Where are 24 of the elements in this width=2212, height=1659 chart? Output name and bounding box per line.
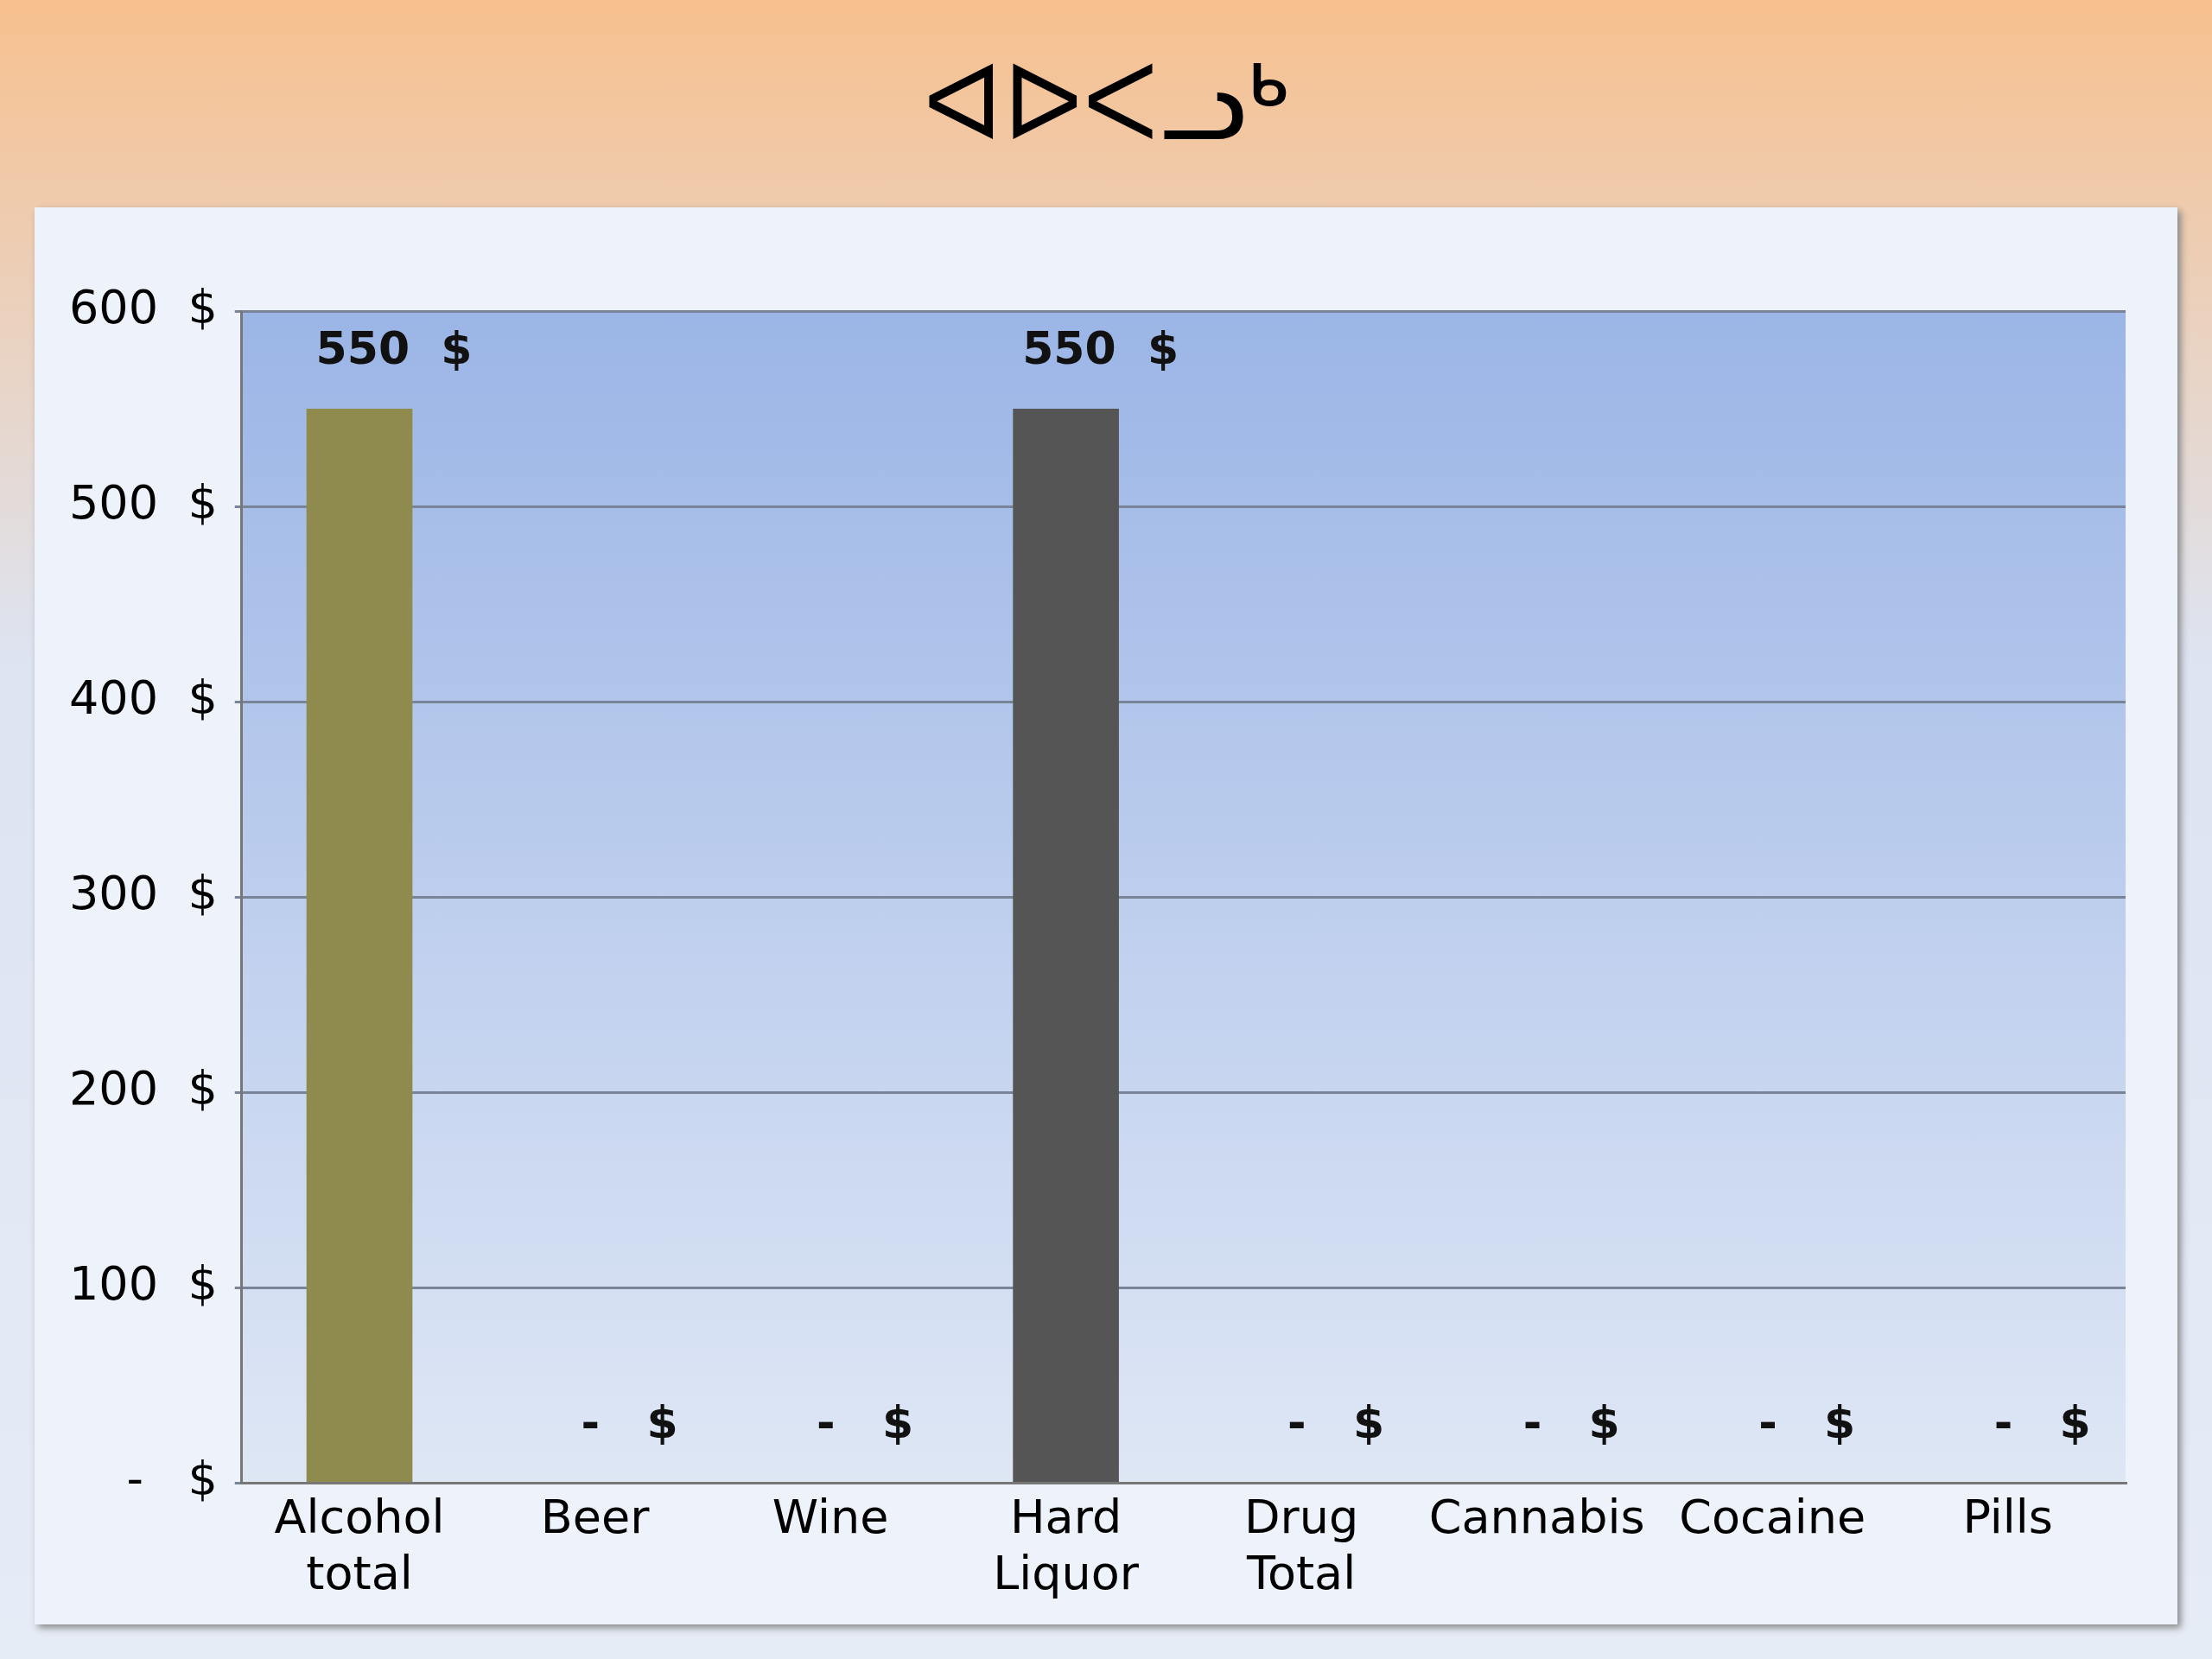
data-label: - $ xyxy=(581,1395,678,1448)
x-tick-label: Wine xyxy=(772,1489,889,1544)
chart-title: ᐊᐅᐸᓗᒃ xyxy=(922,43,1290,163)
x-tick-label: Cannabis xyxy=(1428,1489,1645,1544)
x-tick-label: Cocaine xyxy=(1679,1489,1866,1544)
x-tick-label: Beer xyxy=(540,1489,651,1544)
x-tick-label: Drug Total xyxy=(1243,1489,1359,1600)
y-tick-label: 500 $ xyxy=(68,475,218,531)
data-label: - $ xyxy=(1758,1395,1856,1448)
data-label: - $ xyxy=(1993,1395,2091,1448)
y-tick-label: 200 $ xyxy=(68,1061,218,1116)
y-tick-label: - $ xyxy=(126,1452,218,1507)
y-tick-label: 100 $ xyxy=(68,1256,218,1312)
y-tick-label: 300 $ xyxy=(68,866,218,921)
data-label: - $ xyxy=(1522,1395,1620,1448)
data-label: 550 $ xyxy=(315,321,473,374)
y-tick-label: 600 $ xyxy=(68,280,218,335)
data-label: - $ xyxy=(1287,1395,1385,1448)
x-tick-label: Alcohol total xyxy=(274,1489,445,1600)
x-tick-label: Pills xyxy=(1962,1489,2053,1544)
y-tick-label: 400 $ xyxy=(68,671,218,726)
x-tick-label: Hard Liquor xyxy=(993,1489,1140,1600)
data-label: 550 $ xyxy=(1022,321,1179,374)
data-label: - $ xyxy=(817,1395,914,1448)
